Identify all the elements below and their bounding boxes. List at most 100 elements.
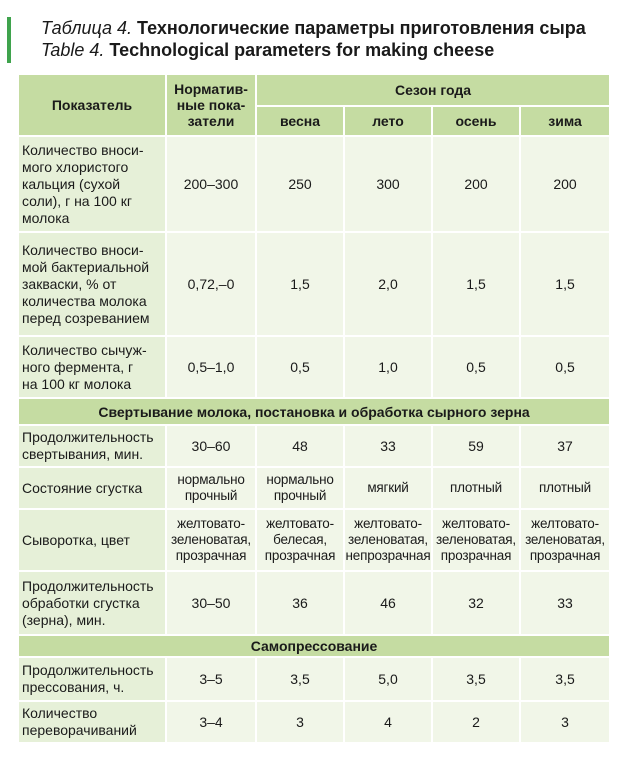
cell-line: прозрачная xyxy=(175,548,247,563)
label-line: Продолжительность xyxy=(22,577,154,594)
value-cell: желтовато- зеленоватая, непрозрачная xyxy=(343,508,433,572)
cell-line: прозрачная xyxy=(529,548,601,563)
value-cell: 2,0 xyxy=(343,231,433,337)
value-cell: 1,5 xyxy=(431,231,521,337)
label-line: количества молока xyxy=(22,292,147,309)
norm-cell: 30–60 xyxy=(165,424,257,468)
value-cell: желтовато- зеленоватая, прозрачная xyxy=(518,508,612,572)
value-cell: 3 xyxy=(255,700,345,744)
norm-cell: нормально прочный xyxy=(165,466,257,510)
label-line: (зерна), мин. xyxy=(22,611,106,628)
caption-en: Table 4. Technological parameters for ma… xyxy=(41,39,494,61)
cell-line: прозрачная xyxy=(440,548,512,563)
header-indicator: Показатель xyxy=(17,73,167,137)
row-label: Сыворотка, цвет xyxy=(17,508,167,572)
cell-line: зеленоватая, xyxy=(348,532,428,547)
label-line: ного фермента, г xyxy=(22,358,134,375)
row-label: Продолжительность свертывания, мин. xyxy=(17,424,167,468)
value-cell: 3,5 xyxy=(518,656,612,702)
norm-cell: 0,5–1,0 xyxy=(165,335,257,399)
value-cell: 3,5 xyxy=(431,656,521,702)
label-line: соли), г на 100 кг xyxy=(22,192,132,209)
header-norm-line: Норматив- xyxy=(174,81,248,97)
table-row: Продолжительность прессования, ч. 3–5 3,… xyxy=(17,656,612,702)
cell-line: зеленоватая, xyxy=(171,532,251,547)
header-summer: лето xyxy=(343,105,433,137)
row-label: Количество вноси- мого хлористого кальци… xyxy=(17,135,167,233)
table-row: Сыворотка, цвет желтовато- зеленоватая, … xyxy=(17,508,612,572)
table-row: Количество сычуж- ного фермента, г на 10… xyxy=(17,335,612,399)
value-cell: 3 xyxy=(518,700,612,744)
label-line: мой бактериальной xyxy=(22,258,150,275)
cell-line: желтовато- xyxy=(354,516,422,531)
value-cell: желтовато- белесая, прозрачная xyxy=(255,508,345,572)
table-row: Продолжительность обработки сгустка (зер… xyxy=(17,570,612,636)
section-coagulation: Свертывание молока, постановка и обработ… xyxy=(16,397,612,426)
label-line: свертывания, мин. xyxy=(22,446,144,462)
header-norm-line: ные пока- xyxy=(176,97,246,113)
header-winter: зима xyxy=(518,105,612,137)
cell-line: желтовато- xyxy=(531,516,599,531)
cell-line: прозрачная xyxy=(264,548,336,563)
value-cell: нормально прочный xyxy=(255,466,345,510)
label-line: кальция (сухой xyxy=(22,175,121,192)
cell-line: нормально xyxy=(177,472,245,487)
cell-line: прочный xyxy=(273,488,327,503)
value-cell: 48 xyxy=(255,424,345,468)
value-cell: желтовато- зеленоватая, прозрачная xyxy=(431,508,521,572)
norm-cell: 3–4 xyxy=(165,700,257,744)
cell-line: желтовато- xyxy=(266,516,334,531)
table-row: Количество вноси- мой бактериальной закв… xyxy=(17,231,612,337)
label-line: мого хлористого xyxy=(22,158,129,175)
value-cell: 1,0 xyxy=(343,335,433,399)
cell-line: зеленоватая, xyxy=(436,532,516,547)
accent-bar xyxy=(7,17,11,63)
value-cell: 0,5 xyxy=(431,335,521,399)
label-line: Продолжительность xyxy=(22,662,154,678)
label-line: закваски, % от xyxy=(22,275,117,292)
value-cell: 33 xyxy=(343,424,433,468)
label-line: обработки сгустка xyxy=(22,594,140,611)
value-cell: 1,5 xyxy=(518,231,612,337)
table-row: Продолжительность свертывания, мин. 30–6… xyxy=(17,424,612,468)
row-label: Количество сычуж- ного фермента, г на 10… xyxy=(17,335,167,399)
row-label: Продолжительность прессования, ч. xyxy=(17,656,167,702)
value-cell: 1,5 xyxy=(255,231,345,337)
header-autumn: осень xyxy=(431,105,521,137)
norm-cell: желтовато- зеленоватая, прозрачная xyxy=(165,508,257,572)
label-line: Количество сычуж- xyxy=(22,341,147,358)
label-line: перед созреванием xyxy=(22,309,150,326)
cell-line: нормально xyxy=(266,472,334,487)
row-label: Состояние сгустка xyxy=(17,466,167,510)
table-row: Количество переворачиваний 3–4 3 4 2 3 xyxy=(17,700,612,744)
header-spring: весна xyxy=(255,105,345,137)
table-row: Количество вноси- мого хлористого кальци… xyxy=(17,135,612,233)
header-norm-line: затели xyxy=(187,113,235,129)
label-line: на 100 кг молока xyxy=(22,375,132,392)
label-line: прессования, ч. xyxy=(22,679,125,695)
value-cell: 4 xyxy=(343,700,433,744)
label-line: Количество вноси- xyxy=(22,241,144,258)
value-cell: 2 xyxy=(431,700,521,744)
cell-line: зеленоватая, xyxy=(525,532,605,547)
row-label: Количество переворачиваний xyxy=(17,700,167,744)
value-cell: 300 xyxy=(343,135,433,233)
value-cell: 33 xyxy=(518,570,612,636)
section-row: Самопрессование xyxy=(16,634,612,658)
caption-en-title: Technological parameters for making chee… xyxy=(109,40,495,60)
cell-line: непрозрачная xyxy=(345,548,431,563)
value-cell: 0,5 xyxy=(518,335,612,399)
caption-ru: Таблица 4. Технологические параметры при… xyxy=(41,17,586,39)
caption-ru-title: Технологические параметры приготовления … xyxy=(137,18,586,38)
header-season: Сезон года xyxy=(254,73,612,107)
norm-cell: 30–50 xyxy=(165,570,257,636)
row-label: Количество вноси- мой бактериальной закв… xyxy=(17,231,167,337)
norm-cell: 3–5 xyxy=(165,656,257,702)
caption-en-prefix: Table 4. xyxy=(41,40,105,60)
cell-line: прочный xyxy=(184,488,238,503)
value-cell: 36 xyxy=(255,570,345,636)
value-cell: 32 xyxy=(431,570,521,636)
parameters-table: Показатель Норматив- ные пока- затели Се… xyxy=(16,73,612,744)
cell-line: желтовато- xyxy=(442,516,510,531)
value-cell: 59 xyxy=(431,424,521,468)
